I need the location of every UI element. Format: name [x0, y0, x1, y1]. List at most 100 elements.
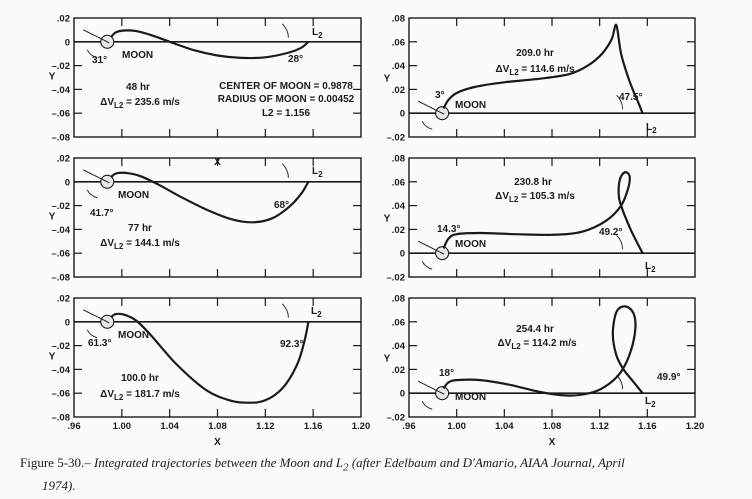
y-tick-label: .06: [392, 37, 405, 48]
x-tick-label: 1.16: [304, 421, 323, 432]
y-tick-label: .08: [392, 294, 405, 305]
arrival-angle-arrow-icon: [282, 163, 289, 178]
y-tick-label: –.04: [52, 85, 71, 96]
flight-time-label: 100.0 hr: [121, 373, 159, 384]
arrival-angle-label: 49.9°: [657, 372, 680, 383]
y-tick-label: –.02: [387, 413, 406, 424]
figure-caption: Figure 5-30.– Integrated trajectories be…: [20, 454, 740, 494]
moon-parameter-note: RADIUS OF MOON = 0.00452: [218, 94, 355, 105]
y-tick-label: –.08: [52, 133, 71, 144]
delta-v-label: ΔVL2 = 114.2 m/s: [497, 338, 577, 351]
caption-text: Integrated trajectories between the Moon…: [90, 455, 344, 470]
y-tick-label: –.02: [52, 61, 71, 72]
x-tick-label: .96: [67, 421, 80, 432]
delta-v-label: ΔVL2 = 144.1 m/s: [100, 238, 180, 251]
angle-arc-icon: [421, 260, 433, 270]
trajectory-line: [442, 171, 644, 254]
delta-v-label: ΔVL2 = 105.3 m/s: [495, 191, 575, 204]
x-tick-label: 1.04: [160, 421, 179, 432]
y-tick-label: .04: [392, 201, 406, 212]
arrival-angle-arrow-icon: [616, 234, 624, 250]
caption-number: Figure 5-30.–: [20, 455, 91, 470]
y-tick-label: –.02: [52, 341, 71, 352]
trajectory-line: [110, 29, 310, 60]
y-tick-label: .02: [57, 294, 70, 305]
arrival-angle-arrow-icon: [282, 23, 289, 38]
arrival-angle-label: 47.5°: [619, 92, 642, 103]
flight-time-label: 230.8 hr: [514, 177, 552, 188]
departure-angle-label: 18°: [439, 368, 454, 379]
x-tick-label: 1.16: [638, 421, 657, 432]
flight-time-label: 254.4 hr: [516, 324, 554, 335]
delta-v-label: ΔVL2 = 235.6 m/s: [100, 97, 180, 110]
x-tick-label: 1.08: [208, 421, 227, 432]
l2-label: L2: [645, 396, 656, 409]
y-axis-label: Y: [49, 352, 56, 363]
y-tick-label: .02: [392, 225, 405, 236]
trajectory-line: [442, 23, 644, 114]
moon-parameter-note: CENTER OF MOON = 0.9878: [219, 81, 353, 92]
angle-arc-icon: [86, 329, 98, 339]
caption-sub: 2: [343, 461, 349, 474]
moon-label: MOON: [455, 392, 486, 403]
departure-direction-line: [83, 309, 110, 324]
y-tick-label: .08: [392, 154, 405, 165]
departure-direction-line: [83, 29, 110, 44]
arrival-angle-arrow-icon: [282, 303, 289, 318]
arrival-angle-label: 92.3°: [280, 339, 303, 350]
x-tick-label: 1.04: [495, 421, 514, 432]
departure-angle-label: 3°: [435, 90, 445, 101]
arrival-angle-label: 49.2°: [599, 227, 622, 238]
y-tick-label: 0: [400, 109, 405, 120]
y-tick-label: 0: [65, 317, 70, 328]
y-tick-label: –.02: [387, 133, 406, 144]
y-tick-label: –.04: [52, 225, 71, 236]
delta-v-label: ΔVL2 = 114.6 m/s: [495, 64, 575, 77]
l2-label: L2: [311, 306, 322, 319]
y-axis-label: Y: [384, 214, 391, 225]
x-tick-label: 1.00: [113, 421, 132, 432]
caption-text-2: (after Edelbaum and D'Amario, AIAA Journ…: [348, 455, 625, 470]
l2-label: L2: [645, 261, 656, 274]
y-tick-label: –.06: [52, 389, 71, 400]
y-tick-label: –.04: [52, 365, 71, 376]
caption-line-2: 1974).: [42, 477, 76, 493]
y-tick-label: –.06: [52, 109, 71, 120]
y-axis-label: Y: [49, 72, 56, 83]
trajectory-line: [110, 312, 310, 404]
l2-label: L2: [312, 166, 323, 179]
x-axis-label: X: [214, 437, 221, 448]
departure-angle-label: 31°: [92, 55, 107, 66]
y-tick-label: .06: [392, 317, 405, 328]
delta-v-label: ΔVL2 = 181.7 m/s: [100, 389, 180, 402]
arrival-angle-arrow-icon: [616, 94, 624, 110]
y-tick-label: .02: [392, 365, 405, 376]
l2-label: L2: [312, 27, 323, 40]
moon-label: MOON: [455, 100, 486, 111]
y-tick-label: .04: [392, 341, 406, 352]
moon-parameter-note: L2 = 1.156: [262, 108, 311, 119]
y-tick-label: –.06: [52, 249, 71, 260]
y-tick-label: 0: [65, 37, 70, 48]
x-tick-label: 1.20: [352, 421, 371, 432]
departure-angle-label: 41.7°: [90, 208, 113, 219]
departure-angle-label: 61.3°: [88, 338, 111, 349]
plot-frame: [408, 157, 696, 278]
departure-direction-line: [417, 240, 445, 255]
y-tick-label: .02: [392, 85, 405, 96]
moon-label: MOON: [118, 330, 149, 341]
panel-middle-right: .08 .06 .04 .02 0 –.02 Y 230.8 hr ΔVL2 = 105.3 m…: [384, 154, 696, 284]
angle-arc-icon: [86, 189, 98, 199]
x-axis-label: X: [549, 437, 556, 448]
flight-time-label: 77 hr: [128, 223, 152, 234]
y-tick-label: –.08: [52, 413, 71, 424]
arrival-angle-label: 28°: [288, 54, 303, 65]
y-axis-label: Y: [384, 74, 391, 85]
departure-direction-line: [417, 380, 445, 395]
arrival-angle-label: 68°: [274, 200, 289, 211]
y-tick-label: .02: [57, 14, 70, 25]
y-axis-label: Y: [49, 212, 56, 223]
